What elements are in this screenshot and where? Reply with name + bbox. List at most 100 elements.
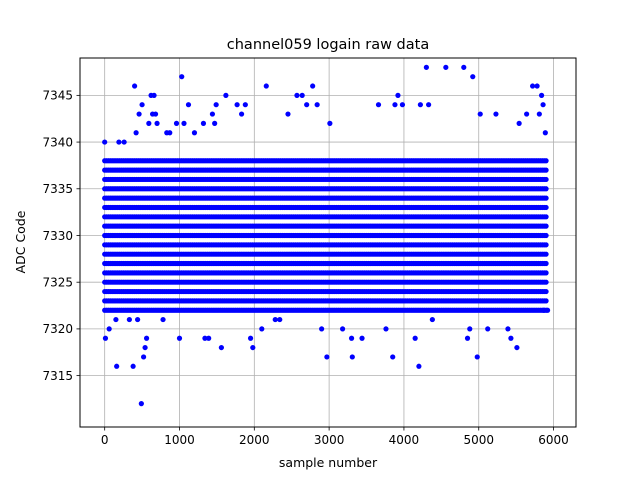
x-tick-label: 4000 (389, 433, 420, 447)
data-point (106, 326, 112, 332)
data-point (390, 354, 396, 360)
x-axis-label: sample number (279, 455, 378, 470)
data-point (375, 102, 382, 108)
data-point (259, 326, 265, 332)
data-point (132, 83, 138, 89)
y-tick-label: 7315 (42, 369, 73, 383)
data-point (536, 111, 542, 117)
data-point (543, 204, 549, 211)
data-point (138, 401, 144, 407)
data-point (426, 102, 432, 108)
data-point (263, 83, 269, 89)
data-point (218, 344, 224, 351)
data-point (176, 335, 183, 341)
data-point (423, 64, 429, 70)
data-point (540, 102, 546, 108)
data-point (395, 92, 401, 98)
data-point (130, 363, 136, 369)
data-point (114, 363, 120, 369)
x-tick-label: 0 (101, 433, 109, 447)
data-point (524, 111, 530, 117)
data-point (154, 120, 160, 126)
data-point (167, 130, 173, 136)
data-point (516, 120, 522, 126)
data-point (324, 354, 330, 360)
data-point (179, 74, 185, 80)
x-tick-label: 3000 (314, 433, 345, 447)
data-point (543, 167, 549, 173)
y-tick-label: 7340 (42, 135, 73, 149)
data-point (247, 335, 254, 341)
data-point (416, 363, 422, 369)
data-point (543, 158, 549, 164)
data-point (285, 111, 291, 117)
data-point (213, 102, 219, 108)
y-tick-label: 7345 (42, 89, 73, 103)
chart-title: channel059 logain raw data (227, 37, 429, 53)
data-point (348, 335, 355, 341)
data-point (160, 316, 166, 323)
data-point (543, 195, 549, 201)
data-point (543, 298, 549, 304)
data-point (443, 64, 449, 70)
data-point (238, 111, 245, 117)
data-point (206, 335, 212, 341)
data-point (181, 120, 187, 126)
data-point (543, 251, 549, 257)
data-point (116, 139, 122, 145)
data-point (474, 354, 480, 360)
data-point (544, 307, 551, 313)
data-point (319, 326, 325, 332)
data-point (417, 102, 423, 108)
data-point (477, 111, 483, 117)
data-point (485, 326, 491, 332)
data-point (314, 102, 320, 108)
data-point (461, 64, 467, 70)
data-point (223, 92, 229, 98)
data-point (143, 335, 150, 341)
data-point (121, 139, 127, 145)
x-tick-label: 5000 (463, 433, 494, 447)
data-point (304, 102, 310, 108)
data-point (493, 111, 499, 117)
data-point (299, 92, 305, 98)
data-point (200, 120, 207, 126)
data-point (250, 344, 256, 351)
data-point (399, 102, 406, 108)
data-point (310, 83, 316, 89)
data-point (294, 92, 300, 98)
data-point (543, 260, 549, 267)
data-point (272, 316, 278, 323)
data-point (349, 354, 355, 360)
x-tick-label: 1000 (164, 433, 195, 447)
data-point (543, 232, 549, 239)
data-point (505, 326, 511, 332)
data-point (126, 316, 132, 323)
data-point (383, 326, 389, 332)
data-point (467, 326, 473, 332)
data-point (133, 130, 139, 136)
data-point (152, 111, 159, 117)
data-point (277, 316, 283, 323)
data-point (392, 102, 398, 108)
data-point (327, 120, 333, 126)
data-point (508, 335, 514, 341)
y-tick-label: 7320 (42, 322, 73, 336)
data-point (191, 130, 198, 136)
data-point (543, 214, 549, 220)
x-tick-label: 6000 (538, 433, 569, 447)
data-point (359, 335, 365, 341)
data-point (212, 120, 218, 126)
data-point (339, 326, 346, 332)
data-point (139, 102, 145, 108)
data-point (185, 102, 192, 108)
data-points (102, 64, 551, 407)
data-point (412, 335, 418, 341)
data-point (151, 92, 157, 98)
data-point (429, 316, 435, 323)
data-point (136, 111, 142, 117)
data-point (543, 223, 549, 229)
y-tick-label: 7330 (42, 229, 73, 243)
